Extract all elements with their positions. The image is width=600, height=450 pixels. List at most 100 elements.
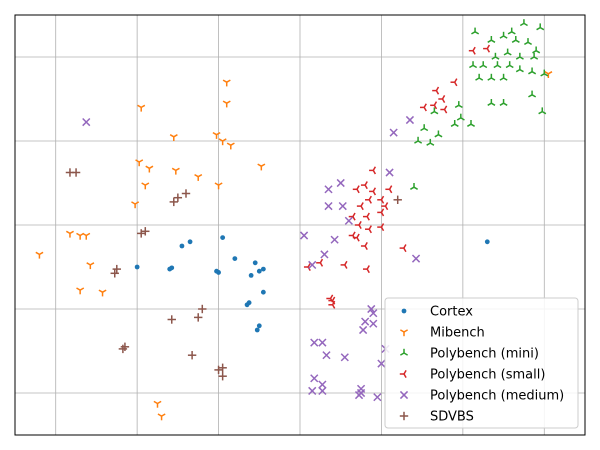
data-point-polybench-mini xyxy=(466,120,476,127)
data-point-mibench xyxy=(212,131,221,139)
data-point-polybench-medium xyxy=(389,128,398,137)
data-point-mibench xyxy=(135,159,144,167)
data-point-polybench-medium xyxy=(385,168,394,177)
data-point-polybench-mini xyxy=(491,52,500,60)
data-point-polybench-medium xyxy=(308,386,317,396)
data-point-polybench-mini xyxy=(454,101,463,109)
data-point-polybench-small xyxy=(385,185,393,194)
data-point-polybench-medium xyxy=(344,216,353,225)
data-point-polybench-small xyxy=(352,233,360,242)
data-point-polybench-medium xyxy=(354,390,364,400)
data-point-polybench-small xyxy=(340,260,348,269)
data-point-sdvbs xyxy=(393,195,402,204)
data-point-sdvbs xyxy=(181,189,191,198)
data-point-polybench-mini xyxy=(538,107,547,115)
data-point-mibench xyxy=(222,79,231,87)
data-point-polybench-mini xyxy=(515,52,524,60)
data-point-polybench-small xyxy=(354,220,362,230)
data-point-polybench-medium xyxy=(310,338,319,347)
data-point-mibench xyxy=(222,100,231,108)
data-point-mibench xyxy=(98,289,107,297)
data-point-polybench-mini xyxy=(505,61,514,69)
data-point-polybench-small xyxy=(468,46,476,55)
data-point-cortex xyxy=(252,260,258,266)
data-point-sdvbs xyxy=(218,372,227,381)
data-point-sdvbs xyxy=(137,229,146,238)
data-point-polybench-mini xyxy=(430,107,439,115)
data-point-polybench-medium xyxy=(369,319,378,328)
data-point-cortex xyxy=(260,266,266,272)
data-point-mibench xyxy=(86,262,95,270)
data-point-polybench-small xyxy=(356,202,364,211)
data-point-sdvbs xyxy=(169,197,178,207)
data-point-polybench-mini xyxy=(475,73,484,81)
data-point-polybench-small xyxy=(377,195,385,204)
data-point-mibench xyxy=(226,142,235,150)
data-point-polybench-mini xyxy=(456,113,465,121)
data-point-polybench-medium xyxy=(361,317,370,326)
data-point-polybench-medium xyxy=(320,250,329,259)
data-point-mibench xyxy=(76,287,85,295)
data-point-polybench-medium xyxy=(324,185,333,194)
data-point-cortex xyxy=(246,300,252,306)
legend-item-cortex: Cortex xyxy=(401,305,473,320)
data-point-sdvbs xyxy=(167,315,176,324)
data-marks xyxy=(35,19,553,421)
grid-lines xyxy=(15,15,585,435)
data-point-polybench-small xyxy=(399,244,407,253)
data-point-polybench-mini xyxy=(528,90,537,98)
legend-marker-polybench-small xyxy=(399,369,407,379)
data-point-polybench-medium xyxy=(359,325,368,335)
data-point-polybench-small xyxy=(316,258,324,267)
data-point-polybench-medium xyxy=(367,304,376,314)
axes-frame xyxy=(14,14,586,436)
legend-box xyxy=(384,297,579,429)
data-point-polybench-small xyxy=(360,241,368,251)
data-point-polybench-medium xyxy=(308,260,317,270)
data-point-polybench-small xyxy=(365,225,372,234)
data-point-mibench xyxy=(137,104,146,112)
data-point-polybench-mini xyxy=(499,99,508,106)
legend-label-polybench-mini: Polybench (mini) xyxy=(430,347,539,362)
data-point-cortex xyxy=(220,235,226,241)
data-point-polybench-mini xyxy=(434,130,443,138)
data-point-polybench-mini xyxy=(503,48,512,56)
data-point-polybench-mini xyxy=(530,52,539,60)
data-point-polybench-medium xyxy=(377,359,386,368)
legend-item-polybench-small: Polybench (small) xyxy=(399,368,545,383)
data-point-polybench-small xyxy=(438,94,446,104)
data-point-polybench-mini xyxy=(487,99,496,106)
data-point-polybench-medium xyxy=(340,353,349,362)
data-point-polybench-mini xyxy=(426,138,435,146)
legend-marker-polybench-mini xyxy=(399,348,409,356)
data-point-cortex xyxy=(187,239,193,245)
data-point-polybench-small xyxy=(430,101,438,110)
legend-item-polybench-medium: Polybench (medium) xyxy=(399,389,564,404)
data-point-polybench-mini xyxy=(471,27,480,35)
legend-label-mibench: Mibench xyxy=(430,326,485,341)
data-point-cortex xyxy=(260,289,266,295)
data-point-polybench-mini xyxy=(523,38,533,46)
legend-item-sdvbs: SDVBS xyxy=(399,410,474,425)
data-point-polybench-medium xyxy=(330,235,339,244)
data-point-cortex xyxy=(484,239,490,245)
data-point-polybench-medium xyxy=(318,338,327,347)
data-point-cortex xyxy=(134,264,140,270)
series-polybench-mini xyxy=(409,19,549,190)
data-point-polybench-small xyxy=(360,181,368,190)
legend-label-sdvbs: SDVBS xyxy=(430,410,474,425)
data-point-polybench-medium xyxy=(318,380,327,389)
data-point-polybench-mini xyxy=(536,23,545,31)
legend-marker-polybench-medium xyxy=(399,390,409,400)
data-point-polybench-medium xyxy=(369,309,378,318)
series-mibench xyxy=(35,71,553,421)
data-point-mibench xyxy=(153,400,162,408)
data-point-polybench-mini xyxy=(420,124,429,132)
data-point-polybench-small xyxy=(432,86,440,95)
data-point-polybench-mini xyxy=(469,61,478,69)
data-point-polybench-small xyxy=(440,105,448,114)
legend-label-polybench-small: Polybench (small) xyxy=(430,368,545,383)
data-point-polybench-mini xyxy=(450,120,459,127)
data-point-mibench xyxy=(169,134,178,141)
